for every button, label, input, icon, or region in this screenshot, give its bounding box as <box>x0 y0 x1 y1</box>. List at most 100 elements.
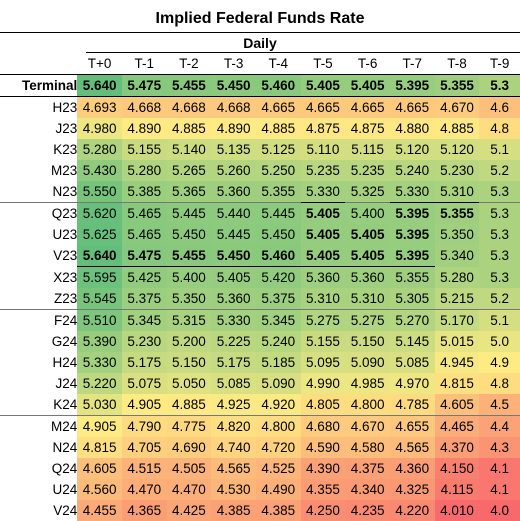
rate-cell: 5.085 <box>390 352 435 373</box>
rate-cell: 5.465 <box>122 224 167 245</box>
rate-cell: 5.3 <box>479 267 520 289</box>
column-header: T-9 <box>479 53 520 75</box>
rate-cell: 5.240 <box>256 331 301 352</box>
rate-cell: 4.605 <box>435 394 480 416</box>
rate-cell: 4.525 <box>256 458 301 479</box>
rate-cell: 4.6 <box>479 97 520 119</box>
rate-cell: 5.150 <box>345 331 390 352</box>
rate-cell: 4.875 <box>345 118 390 139</box>
rate-cell: 5.325 <box>345 181 390 203</box>
rate-cell: 5.220 <box>77 373 122 394</box>
rate-cell: 4.455 <box>77 500 122 521</box>
rate-cell: 5.145 <box>390 331 435 352</box>
rate-cell: 5.235 <box>301 160 346 181</box>
row-label: N23 <box>0 181 77 203</box>
row-label: G24 <box>0 331 77 352</box>
rate-cell: 4.3 <box>479 437 520 458</box>
row-label: H23 <box>0 97 77 119</box>
rate-cell: 4.905 <box>122 394 167 416</box>
rate-cell: 5.460 <box>256 245 301 267</box>
rate-cell: 5.090 <box>256 373 301 394</box>
rate-cell: 4.668 <box>122 97 167 119</box>
rate-cell: 4.785 <box>390 394 435 416</box>
row-label: K23 <box>0 139 77 160</box>
rate-cell: 4.150 <box>435 458 480 479</box>
rate-cell: 4.800 <box>256 416 301 438</box>
rate-cell: 4.885 <box>256 118 301 139</box>
row-label: Q23 <box>0 203 77 225</box>
rate-cell: 5.155 <box>122 139 167 160</box>
rate-cell: 4.365 <box>122 500 167 521</box>
rate-cell: 5.270 <box>390 310 435 332</box>
rate-cell: 5.280 <box>122 160 167 181</box>
rate-cell: 5.360 <box>301 267 346 289</box>
rate-cell: 5.090 <box>345 352 390 373</box>
rate-cell: 5.230 <box>122 331 167 352</box>
rate-cell: 5.345 <box>256 310 301 332</box>
rate-cell: 4.1 <box>479 479 520 500</box>
rate-cell: 4.680 <box>301 416 346 438</box>
header-corner <box>0 53 77 75</box>
rate-cell: 5.360 <box>345 267 390 289</box>
rate-cell: 5.640 <box>77 75 122 97</box>
rate-cell: 5.0 <box>479 331 520 352</box>
rate-cell: 5.030 <box>77 394 122 416</box>
rate-cell: 5.120 <box>435 139 480 160</box>
rate-cell: 4.665 <box>345 97 390 119</box>
rate-cell: 5.395 <box>390 224 435 245</box>
rate-cell: 5.400 <box>167 267 212 289</box>
rate-cell: 5.215 <box>435 288 480 310</box>
rate-cell: 4.470 <box>122 479 167 500</box>
rate-cell: 5.235 <box>345 160 390 181</box>
rate-cell: 5.310 <box>345 288 390 310</box>
rate-cell: 4.655 <box>390 416 435 438</box>
rate-cell: 5.450 <box>167 224 212 245</box>
rate-cell: 4.470 <box>167 479 212 500</box>
rate-cell: 4.740 <box>211 437 256 458</box>
rate-cell: 4.990 <box>301 373 346 394</box>
rate-cell: 4.590 <box>301 437 346 458</box>
rate-cell: 4.925 <box>211 394 256 416</box>
rate-cell: 5.135 <box>211 139 256 160</box>
rate-cell: 4.8 <box>479 373 520 394</box>
row-label: M24 <box>0 416 77 438</box>
rate-cell: 4.970 <box>390 373 435 394</box>
rate-cell: 5.450 <box>211 245 256 267</box>
rate-cell: 5.3 <box>479 245 520 267</box>
row-label: U23 <box>0 224 77 245</box>
rate-cell: 5.475 <box>122 245 167 267</box>
rate-cell: 5.395 <box>390 203 435 225</box>
rate-cell: 4.5 <box>479 394 520 416</box>
rate-cell: 4.890 <box>122 118 167 139</box>
column-header: T-4 <box>256 53 301 75</box>
rate-cell: 5.330 <box>211 310 256 332</box>
rate-cell: 5.640 <box>77 245 122 267</box>
rate-cell: 4.235 <box>345 500 390 521</box>
rate-cell: 5.175 <box>211 352 256 373</box>
rate-cell: 5.375 <box>256 288 301 310</box>
rate-cell: 5.620 <box>77 203 122 225</box>
rate-cell: 4.720 <box>256 437 301 458</box>
rate-cell: 5.1 <box>479 310 520 332</box>
rate-cell: 5.155 <box>301 331 346 352</box>
rate-cell: 5.405 <box>345 75 390 97</box>
rate-cell: 5.350 <box>435 224 480 245</box>
row-label: F24 <box>0 310 77 332</box>
column-header: T-8 <box>435 53 480 75</box>
rate-cell: 4.220 <box>390 500 435 521</box>
row-label: H24 <box>0 352 77 373</box>
row-label: X23 <box>0 267 77 289</box>
rate-cell: 5.405 <box>301 245 346 267</box>
rate-cell: 4.885 <box>167 394 212 416</box>
rate-cell: 5.445 <box>211 224 256 245</box>
